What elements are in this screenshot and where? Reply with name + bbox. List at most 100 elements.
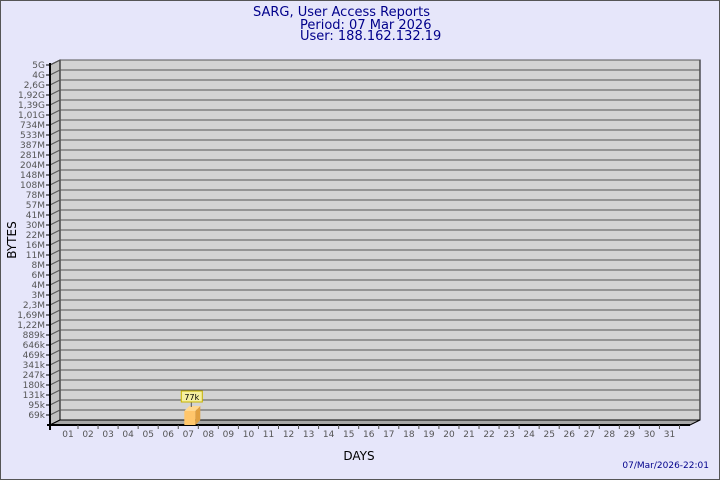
x-tick-label: 24: [523, 430, 535, 440]
x-tick-label: 21: [463, 430, 474, 440]
y-tick-label: 4M: [32, 281, 46, 291]
grid-line-wall: [49, 319, 61, 326]
grid-line-wall: [49, 289, 61, 296]
y-tick-label: 57M: [26, 201, 45, 211]
y-tick-label: 1,39G: [18, 101, 45, 111]
y-tick-label: 204M: [20, 161, 45, 171]
grid-line-wall: [49, 129, 61, 136]
grid-line-wall: [49, 369, 61, 376]
grid-line-wall: [49, 109, 61, 116]
grid-line-wall: [49, 239, 61, 246]
y-tick-label: 22M: [26, 231, 45, 241]
grid-line-wall: [49, 309, 61, 316]
y-tick-label: 148M: [20, 171, 45, 181]
y-tick-label: 469k: [23, 351, 46, 361]
grid-line-wall: [49, 149, 61, 156]
grid-line-wall: [49, 189, 61, 196]
grid-line-wall: [49, 229, 61, 236]
y-tick-label: 2,3M: [23, 301, 45, 311]
y-tick-label: 41M: [26, 211, 45, 221]
y-tick-label: 387M: [20, 141, 45, 151]
grid-line-wall: [49, 99, 61, 106]
y-tick-label: 247k: [23, 371, 46, 381]
data-label: 77k: [184, 393, 199, 402]
grid-line-wall: [49, 269, 61, 276]
x-tick-label: 05: [142, 430, 153, 440]
timestamp: 07/Mar/2026-22:01: [622, 461, 709, 471]
grid-line-wall: [49, 339, 61, 346]
bar-side: [195, 406, 201, 425]
y-tick-label: 281M: [20, 151, 45, 161]
x-tick-label: 01: [62, 430, 73, 440]
x-tick-label: 06: [163, 430, 175, 440]
y-tick-label: 16M: [26, 241, 45, 251]
grid-line-wall: [49, 59, 61, 66]
y-tick-label: 2,6G: [24, 81, 45, 91]
grid-line-wall: [49, 79, 61, 86]
x-tick-label: 18: [403, 430, 415, 440]
y-tick-label: 108M: [20, 181, 45, 191]
y-tick-label: 30M: [26, 221, 45, 231]
y-tick-label: 1,01G: [18, 111, 45, 121]
y-tick-label: 1,92G: [18, 91, 45, 101]
x-tick-label: 25: [543, 430, 554, 440]
x-tick-label: 11: [263, 430, 274, 440]
x-tick-label: 30: [644, 430, 656, 440]
x-tick-label: 28: [604, 430, 616, 440]
y-tick-label: 5G: [32, 61, 45, 71]
x-tick-label: 26: [564, 430, 576, 440]
y-tick-label: 69k: [28, 411, 45, 421]
x-tick-label: 04: [122, 430, 134, 440]
x-tick-label: 16: [363, 430, 375, 440]
x-tick-label: 23: [503, 430, 514, 440]
title-period: Period: 07 Mar 2026: [300, 18, 432, 33]
grid-line-wall: [49, 329, 61, 336]
bar-front: [184, 411, 196, 425]
y-tick-label: 533M: [20, 131, 45, 141]
y-tick-label: 11M: [26, 251, 45, 261]
x-tick-label: 29: [624, 430, 636, 440]
x-tick-label: 27: [584, 430, 595, 440]
y-tick-label: 734M: [20, 121, 45, 131]
grid-line-wall: [49, 209, 61, 216]
y-tick-label: 646k: [23, 341, 46, 351]
y-tick-label: 4G: [32, 71, 45, 81]
y-tick-label: 341k: [23, 361, 46, 371]
grid-line-wall: [49, 389, 61, 396]
grid-line-wall: [49, 279, 61, 286]
x-tick-label: 31: [664, 430, 675, 440]
x-tick-label: 13: [303, 430, 314, 440]
bar-day-07: 77k: [180, 390, 203, 425]
grid-line-wall: [49, 179, 61, 186]
data-label-box: [180, 390, 203, 403]
y-tick-label: 78M: [26, 191, 45, 201]
y-tick-label: 131k: [23, 391, 46, 401]
grid-line-wall: [49, 119, 61, 126]
x-tick-label: 22: [483, 430, 494, 440]
y-axis-label: BYTES: [5, 221, 19, 258]
grid-line-wall: [49, 159, 61, 166]
y-tick-label: 95k: [28, 401, 45, 411]
y-tick-label: 180k: [23, 381, 46, 391]
title-user: User: 188.162.132.19: [300, 29, 442, 44]
grid-line-wall: [49, 169, 61, 176]
grid-line-wall: [49, 399, 61, 406]
grid-line-wall: [49, 409, 61, 416]
x-tick-label: 19: [423, 430, 435, 440]
grid-line-wall: [49, 299, 61, 306]
grid-line-wall: [49, 219, 61, 226]
x-tick-label: 15: [343, 430, 354, 440]
y-tick-label: 6M: [32, 271, 46, 281]
x-axis-label: DAYS: [343, 449, 374, 463]
x-tick-label: 09: [223, 430, 235, 440]
x-tick-label: 10: [243, 430, 255, 440]
grid-line-wall: [49, 349, 61, 356]
grid-line-wall: [49, 379, 61, 386]
x-tick-label: 03: [102, 430, 113, 440]
grid-line-wall: [49, 69, 61, 76]
y-tick-label: 1,69M: [17, 311, 45, 321]
grid-line-wall: [49, 259, 61, 266]
grid-line-wall: [49, 359, 61, 366]
title-line-1: SARG, User Access Reports: [253, 5, 431, 20]
